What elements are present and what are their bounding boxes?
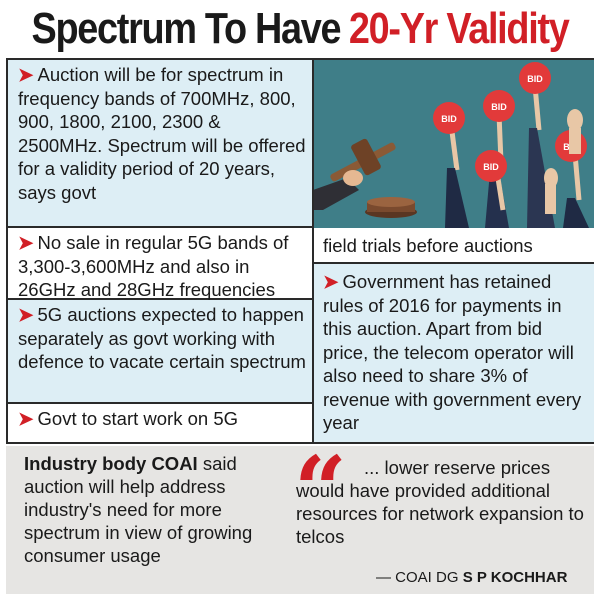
auction-illustration: BID BID BID BID (313, 60, 594, 228)
point-auction-bands: ➤ Auction will be for spectrum in frequen… (8, 60, 313, 228)
svg-text:BID: BID (491, 102, 507, 112)
arrow-icon: ➤ (18, 304, 34, 325)
coai-text: said auction will help address industry'… (24, 453, 253, 566)
point-text: Auction will be for spectrum in frequenc… (18, 64, 306, 203)
attribution-name: S P KOCHHAR (462, 569, 568, 586)
point-govt-work: ➤ Govt to start work on 5G (8, 404, 313, 442)
point-govt-work-continued: field trials before auctions (313, 228, 594, 264)
coai-label: Industry body COAI (24, 453, 198, 474)
coai-statement: Industry body COAI said auction will hel… (24, 452, 289, 567)
point-text: 5G auctions expected to happen separatel… (18, 304, 306, 372)
point-text: Government has retained rules of 2016 fo… (323, 271, 582, 433)
content-grid: ➤ Auction will be for spectrum in frequen… (6, 58, 594, 444)
quote-mark-icon: “ (294, 436, 347, 544)
attribution-prefix: — COAI DG (376, 569, 463, 586)
point-no-sale-5g: ➤ No sale in regular 5G bands of 3,300-3,… (8, 228, 313, 300)
quote-text: ... lower reserve prices would have prov… (296, 457, 584, 547)
arrow-icon: ➤ (18, 408, 34, 429)
svg-text:BID: BID (527, 74, 543, 84)
point-text: No sale in regular 5G bands of 3,300-3,6… (18, 232, 289, 300)
headline-main: Spectrum To Have (31, 4, 341, 53)
svg-text:BID: BID (441, 114, 457, 124)
svg-text:BID: BID (483, 162, 499, 172)
point-text: Govt to start work on 5G (37, 408, 239, 429)
point-payment-rules: ➤ Government has retained rules of 2016 f… (313, 264, 594, 442)
arrow-icon: ➤ (18, 232, 34, 253)
arrow-icon: ➤ (323, 271, 339, 292)
headline: Spectrum To Have 20-Yr Validity (31, 0, 569, 58)
auction-gavel-bid-paddles-icon: BID BID BID BID (313, 60, 594, 228)
headline-accent: 20-Yr Validity (348, 4, 570, 53)
column-divider (312, 60, 314, 442)
quote-attribution: — COAI DG S P KOCHHAR (376, 568, 567, 588)
footer-panel: Industry body COAI said auction will hel… (6, 440, 594, 594)
arrow-icon: ➤ (18, 64, 34, 85)
point-text: field trials before auctions (323, 235, 533, 256)
point-separate-5g: ➤ 5G auctions expected to happen separate… (8, 300, 313, 404)
